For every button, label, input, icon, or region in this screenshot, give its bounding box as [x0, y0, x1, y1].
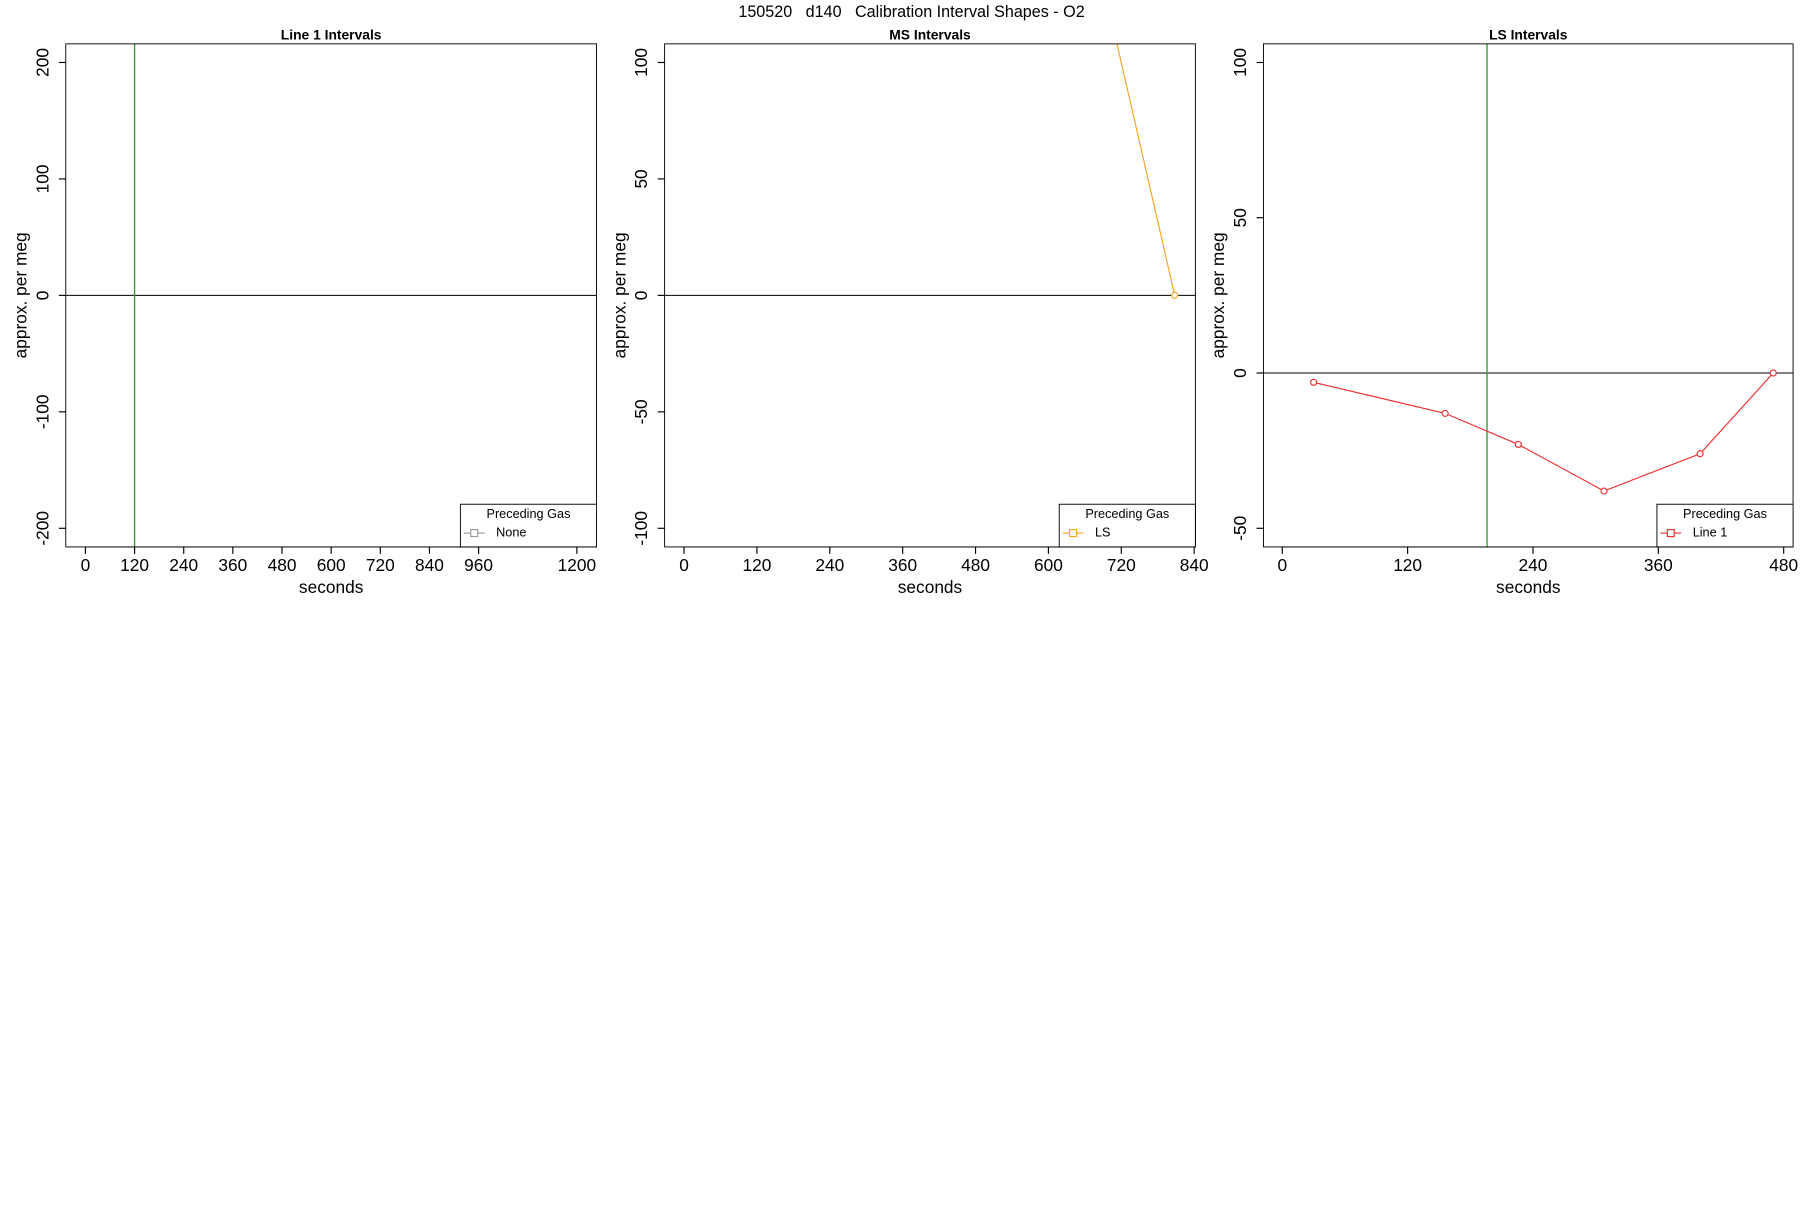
- y-tick-label: 50: [631, 169, 651, 188]
- data-point: [1171, 291, 1179, 299]
- x-tick-label: 120: [742, 555, 771, 575]
- plot-area: [1263, 43, 1794, 547]
- x-axis-label: seconds: [299, 577, 364, 597]
- legend-marker: [1069, 529, 1078, 538]
- y-tick-label: -50: [1230, 516, 1250, 541]
- x-tick-label: 960: [464, 555, 493, 575]
- y-tick-label: 0: [32, 291, 52, 301]
- plot-area: [65, 43, 597, 547]
- data-point: [1769, 369, 1777, 377]
- y-axis-label: approx. per meg: [10, 232, 30, 358]
- y-tick-label: 100: [631, 48, 651, 77]
- series-line: [1116, 43, 1176, 296]
- x-tick-label: 0: [679, 555, 689, 575]
- legend-box: [1058, 503, 1196, 548]
- y-tick-label: 50: [1230, 208, 1250, 227]
- x-tick-label: 240: [1519, 555, 1548, 575]
- x-tick-label: 120: [120, 555, 149, 575]
- panel-title: LS Intervals: [1489, 26, 1568, 42]
- y-tick-label: 0: [1230, 368, 1250, 378]
- panel-title: Line 1 Intervals: [281, 26, 382, 42]
- legend-label: Line 1: [1693, 525, 1728, 539]
- legend-title: Preceding Gas: [1683, 507, 1767, 521]
- x-tick-label: 480: [961, 555, 990, 575]
- data-point: [1441, 409, 1449, 417]
- series-line: [1313, 372, 1774, 492]
- y-axis-label: approx. per meg: [1208, 232, 1228, 358]
- panel-title: MS Intervals: [889, 26, 971, 42]
- x-tick-label: 1200: [558, 555, 596, 575]
- figure-title: 150520 d140 Calibration Interval Shapes …: [738, 3, 1084, 21]
- data-point: [1310, 378, 1318, 386]
- x-tick-label: 360: [218, 555, 247, 575]
- legend-box: [1656, 503, 1794, 548]
- data-point: [1514, 440, 1522, 449]
- y-axis-label: approx. per meg: [609, 232, 629, 358]
- y-tick-label: -50: [631, 399, 651, 424]
- x-tick-label: 840: [415, 555, 444, 575]
- y-tick-label: 0: [631, 291, 651, 301]
- plot-area: [664, 43, 1196, 299]
- legend-title: Preceding Gas: [1085, 507, 1169, 521]
- y-tick-label: -200: [32, 511, 52, 546]
- y-tick-label: 200: [32, 48, 52, 77]
- x-tick-label: 240: [169, 555, 198, 575]
- y-tick-label: -100: [631, 511, 651, 546]
- x-tick-label: 0: [1277, 555, 1287, 575]
- x-tick-label: 0: [81, 555, 91, 575]
- x-tick-label: 720: [366, 555, 395, 575]
- x-axis-label: seconds: [898, 577, 963, 597]
- legend-label: LS: [1095, 525, 1111, 539]
- x-axis-label: seconds: [1496, 577, 1561, 597]
- y-tick-label: -100: [32, 395, 52, 430]
- plot-frame: [1263, 43, 1794, 548]
- legend-marker: [470, 529, 479, 538]
- x-tick-label: 600: [1034, 555, 1063, 575]
- x-tick-label: 600: [317, 555, 346, 575]
- x-tick-label: 480: [268, 555, 297, 575]
- x-tick-label: 720: [1107, 555, 1136, 575]
- legend-marker: [1666, 529, 1675, 538]
- legend-label: None: [496, 525, 526, 539]
- x-tick-label: 120: [1393, 555, 1422, 575]
- data-point: [1696, 450, 1704, 458]
- x-tick-label: 360: [1644, 555, 1673, 575]
- x-tick-label: 480: [1769, 555, 1798, 575]
- legend-title: Preceding Gas: [486, 507, 570, 521]
- data-point: [1600, 487, 1608, 495]
- y-tick-label: 100: [32, 165, 52, 194]
- x-tick-label: 240: [815, 555, 844, 575]
- y-tick-label: 100: [1230, 48, 1250, 77]
- x-tick-label: 840: [1180, 555, 1209, 575]
- legend-box: [459, 503, 597, 548]
- x-tick-label: 360: [888, 555, 917, 575]
